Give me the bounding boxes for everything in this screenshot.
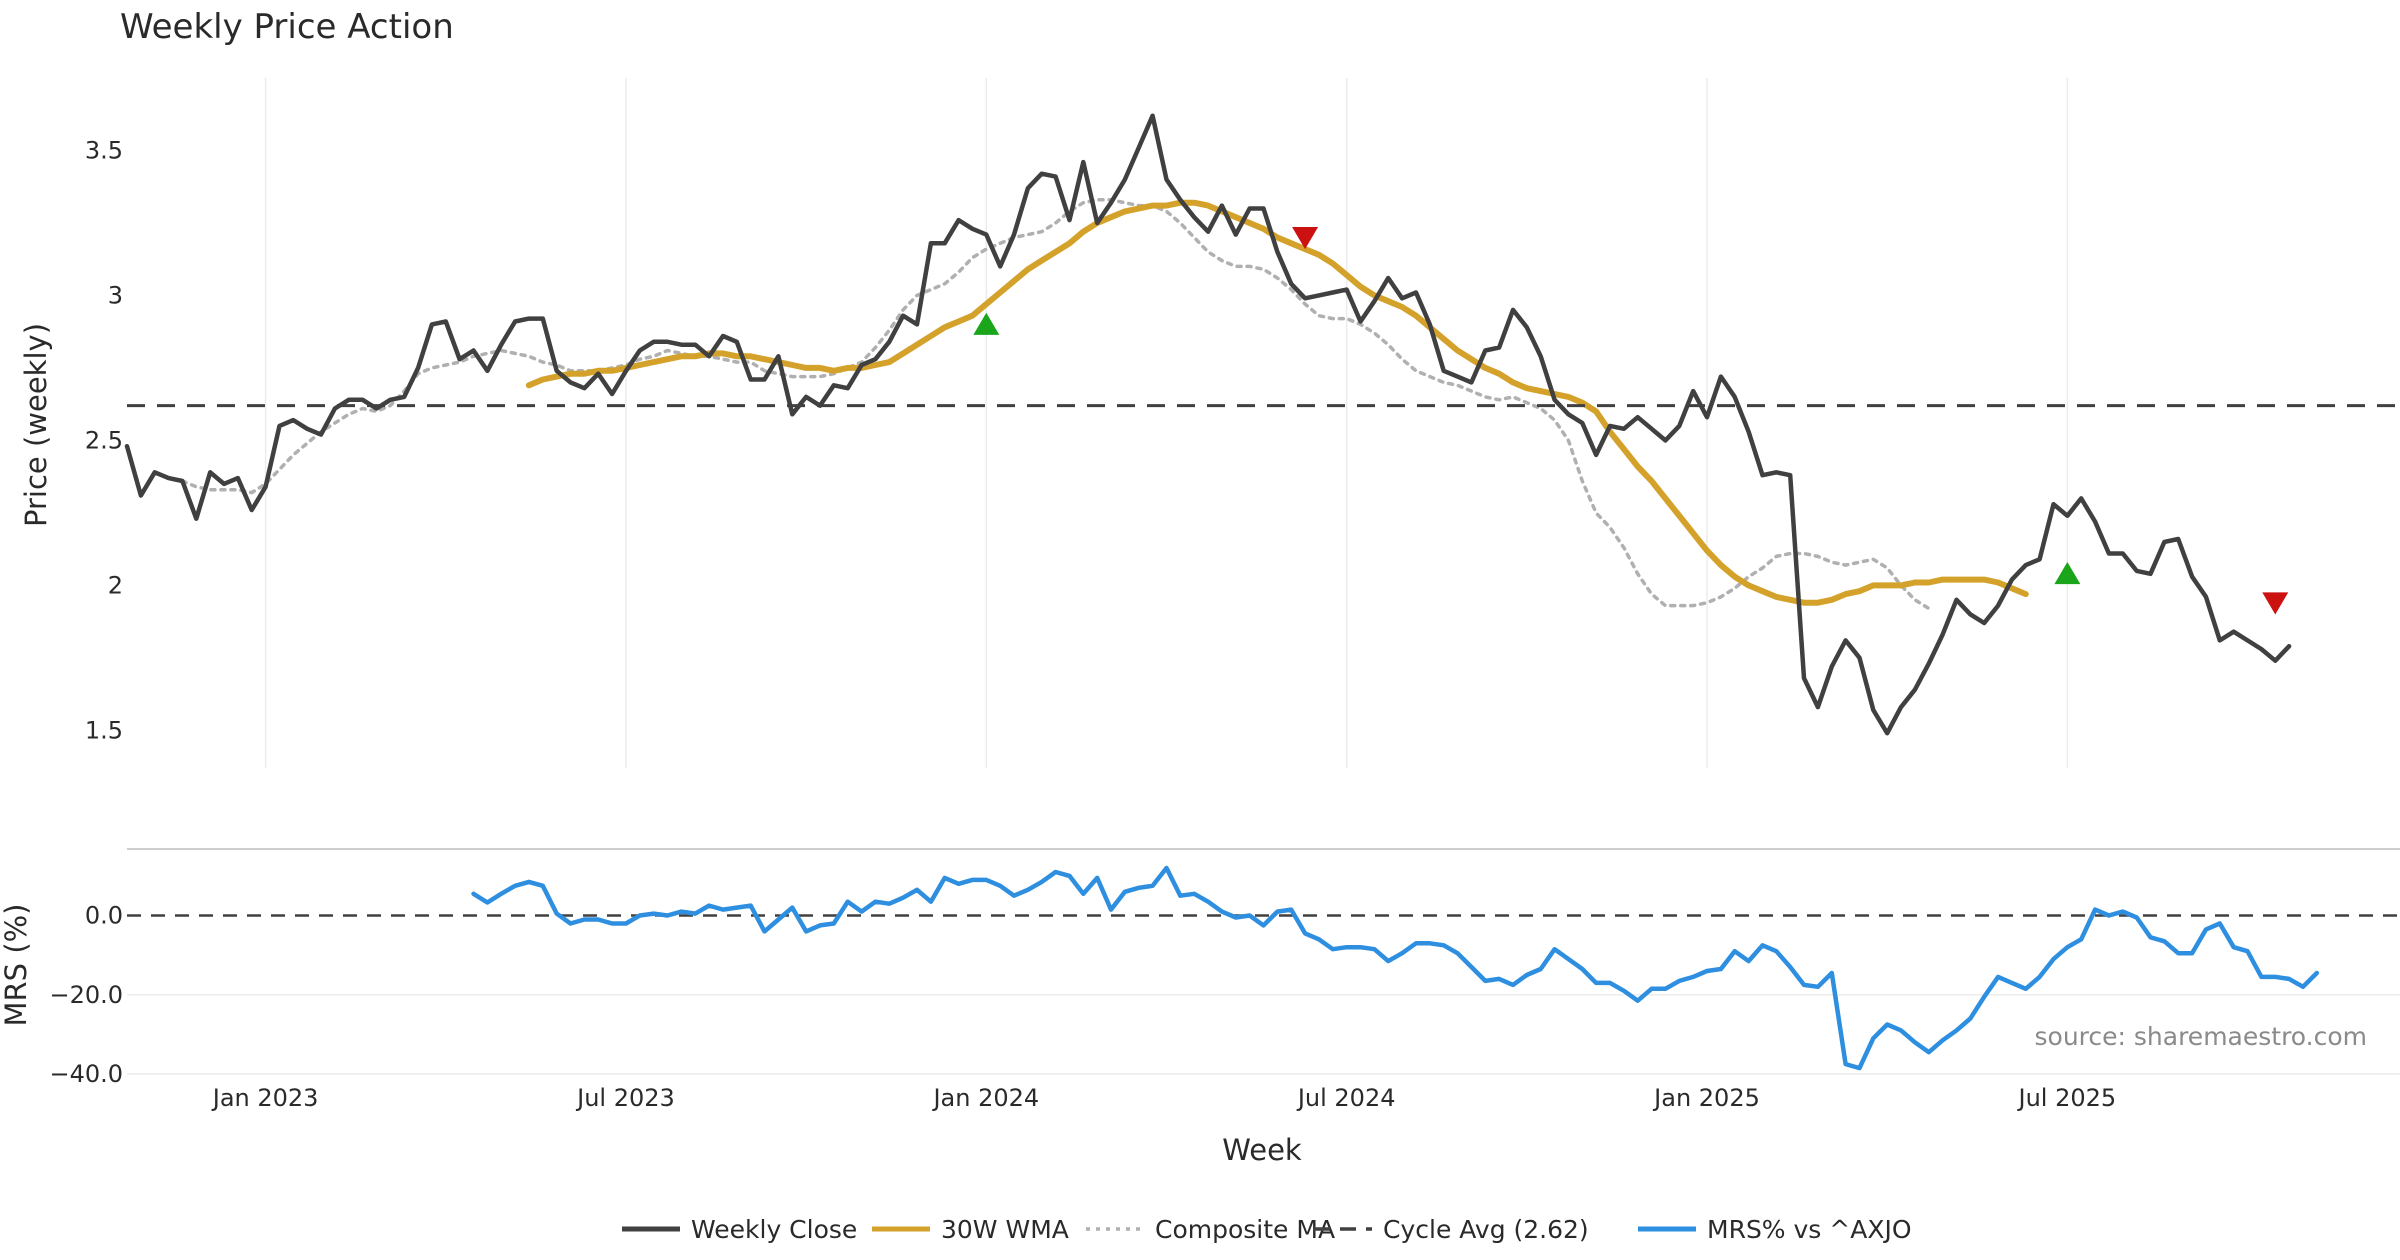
x-tick-label: Jan 2025 [1652, 1084, 1760, 1112]
signal-markers [973, 227, 2289, 615]
mrs-y-axis-label: MRS (%) [0, 904, 33, 1027]
price-y-tick-label: 3 [108, 281, 123, 309]
x-tick-label: Jul 2025 [2017, 1084, 2117, 1112]
x-tick-label: Jan 2023 [211, 1084, 319, 1112]
mrs-y-tick-label: 0.0 [85, 902, 123, 930]
x-tick-label: Jan 2024 [931, 1084, 1039, 1112]
price-y-tick-label: 2.5 [85, 426, 123, 454]
buy-signal-marker-2 [2054, 562, 2081, 585]
mrs-y-ticks: 0.0 −20.0 −40.0 [49, 902, 123, 1088]
price-y-tick-label: 3.5 [85, 136, 123, 164]
legend-label: Weekly Close [691, 1215, 857, 1244]
price-series-group [124, 113, 2400, 736]
legend-label: Composite MA [1155, 1215, 1335, 1244]
x-tick-label: Jul 2024 [1296, 1084, 1396, 1112]
price-y-tick-label: 1.5 [85, 716, 123, 744]
mrs-gridlines [127, 994, 2400, 1075]
sell-signal-marker-1 [1292, 227, 1319, 250]
price-y-axis-label: Price (weekly) [19, 323, 53, 527]
mrs-series-group [127, 865, 2400, 1071]
x-ticks: Jan 2023 Jul 2023 Jan 2024 Jul 2024 Jan 2025… [211, 1084, 2116, 1112]
legend-label: 30W WMA [941, 1215, 1069, 1244]
series-30w-wma [525, 199, 2029, 606]
series-composite-ma [180, 198, 1931, 611]
x-axis-label: Week [1222, 1133, 1302, 1167]
price-y-tick-label: 2 [108, 571, 123, 599]
legend: Weekly Close 30W WMA Composite MA Cycle Avg… [622, 1215, 1912, 1244]
mrs-y-tick-label: −40.0 [49, 1060, 123, 1088]
chart-title: Weekly Price Action [120, 7, 454, 47]
legend-label: Cycle Avg (2.62) [1383, 1215, 1589, 1244]
buy-signal-marker-0 [973, 312, 1000, 335]
x-tick-label: Jul 2023 [575, 1084, 675, 1112]
mrs-y-tick-label: −20.0 [49, 981, 123, 1009]
sell-signal-marker-3 [2262, 592, 2289, 615]
source-note: source: sharemaestro.com [2035, 1022, 2368, 1051]
price-gridlines [264, 78, 2069, 768]
series-mrs-vs-axjo [471, 865, 2320, 1071]
price-y-ticks: 1.5 2 2.5 3 3.5 [85, 136, 123, 744]
legend-label: MRS% vs ^AXJO [1707, 1215, 1912, 1244]
series-weekly-close [124, 113, 2292, 736]
